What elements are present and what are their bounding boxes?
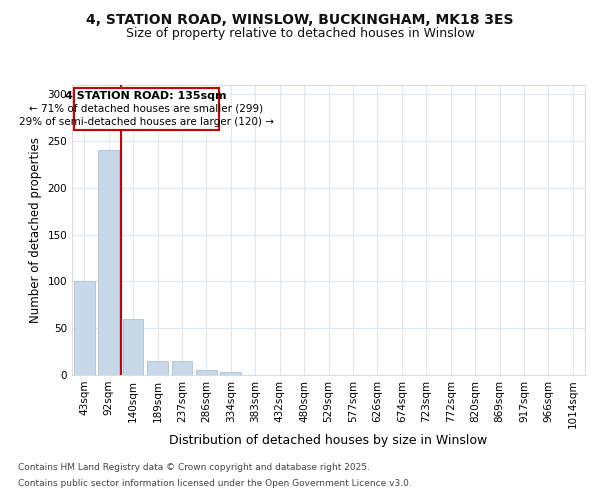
Text: Size of property relative to detached houses in Winslow: Size of property relative to detached ho… xyxy=(125,28,475,40)
Text: ← 71% of detached houses are smaller (299): ← 71% of detached houses are smaller (29… xyxy=(29,104,263,114)
Y-axis label: Number of detached properties: Number of detached properties xyxy=(29,137,42,323)
Text: 4 STATION ROAD: 135sqm: 4 STATION ROAD: 135sqm xyxy=(65,90,227,101)
FancyBboxPatch shape xyxy=(74,88,218,130)
Bar xyxy=(196,370,217,375)
Bar xyxy=(220,372,241,375)
Text: Contains public sector information licensed under the Open Government Licence v3: Contains public sector information licen… xyxy=(18,478,412,488)
Text: Contains HM Land Registry data © Crown copyright and database right 2025.: Contains HM Land Registry data © Crown c… xyxy=(18,464,370,472)
Bar xyxy=(98,150,119,375)
X-axis label: Distribution of detached houses by size in Winslow: Distribution of detached houses by size … xyxy=(169,434,488,447)
Text: 4, STATION ROAD, WINSLOW, BUCKINGHAM, MK18 3ES: 4, STATION ROAD, WINSLOW, BUCKINGHAM, MK… xyxy=(86,12,514,26)
Bar xyxy=(74,280,95,375)
Bar xyxy=(172,361,193,375)
Text: 29% of semi-detached houses are larger (120) →: 29% of semi-detached houses are larger (… xyxy=(19,117,274,127)
Bar xyxy=(122,319,143,375)
Bar xyxy=(147,361,168,375)
